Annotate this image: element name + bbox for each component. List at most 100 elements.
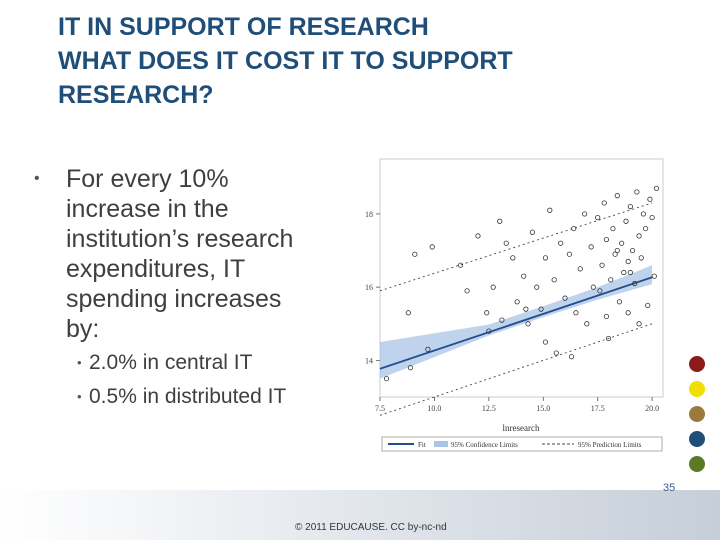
data-point bbox=[612, 251, 618, 257]
data-point bbox=[538, 306, 544, 312]
accent-circle-yellow bbox=[689, 381, 705, 397]
sub-bullet-icon: • bbox=[77, 355, 82, 370]
data-point bbox=[529, 229, 535, 235]
data-point bbox=[636, 321, 642, 327]
data-point bbox=[573, 310, 579, 316]
bullet-line: institution’s research bbox=[66, 225, 294, 253]
x-tick-label: 10.0 bbox=[427, 404, 441, 413]
data-point bbox=[490, 284, 496, 290]
data-point bbox=[638, 255, 644, 261]
data-point bbox=[601, 200, 607, 206]
fit-line bbox=[379, 276, 653, 370]
accent-circle-tan bbox=[689, 406, 705, 422]
data-point bbox=[642, 225, 649, 232]
data-point bbox=[599, 262, 605, 268]
x-tick-label: 12.5 bbox=[482, 404, 496, 413]
data-point bbox=[464, 288, 470, 294]
data-point bbox=[510, 255, 516, 261]
data-point bbox=[514, 299, 520, 305]
accent-circle-blue bbox=[689, 431, 705, 447]
data-point bbox=[525, 321, 531, 327]
y-tick-label: 14 bbox=[365, 356, 373, 365]
data-point bbox=[584, 321, 590, 327]
legend-band-label: 95% Confidence Limits bbox=[451, 441, 518, 449]
legend: Fit 95% Confidence Limits 95% Prediction… bbox=[381, 436, 663, 452]
x-tick-label: 20.0 bbox=[645, 404, 659, 413]
x-axis: 7.5 10.0 12.5 15.0 17.5 20.0 bbox=[375, 397, 659, 413]
data-point bbox=[582, 211, 588, 217]
fit-line-layer bbox=[379, 276, 653, 370]
sub-bullet-text: 2.0% in central IT bbox=[89, 351, 253, 374]
data-point bbox=[542, 339, 549, 345]
legend-fit-label: Fit bbox=[418, 441, 426, 449]
data-point bbox=[619, 240, 625, 246]
y-axis: 14 16 18 bbox=[365, 210, 380, 365]
page-number: 35 bbox=[663, 482, 676, 494]
slide-title-line: RESEARCH? bbox=[58, 81, 214, 109]
data-point bbox=[534, 284, 540, 290]
data-point bbox=[405, 310, 411, 316]
slide-title-line: WHAT DOES IT COST IT TO SUPPORT bbox=[58, 47, 513, 75]
data-point bbox=[629, 247, 636, 254]
footer-bar bbox=[0, 490, 720, 540]
data-point bbox=[595, 214, 601, 221]
bullet-line: increase in the bbox=[66, 195, 229, 223]
data-point bbox=[621, 269, 627, 276]
data-point bbox=[614, 193, 620, 199]
accent-circle-red bbox=[689, 356, 705, 372]
data-point bbox=[571, 225, 577, 232]
data-point bbox=[616, 299, 623, 305]
bullet-line: expenditures, IT bbox=[66, 255, 246, 283]
data-point bbox=[558, 240, 564, 246]
data-point bbox=[412, 251, 418, 257]
accent-divider bbox=[682, 358, 683, 470]
data-point bbox=[562, 295, 568, 301]
sub-bullet-item: • 2.0% in central IT bbox=[28, 348, 338, 378]
data-point bbox=[640, 211, 647, 217]
data-point bbox=[649, 214, 655, 221]
sub-bullet-text: 0.5% in distributed IT bbox=[89, 385, 287, 408]
data-point bbox=[627, 203, 633, 210]
data-point bbox=[425, 346, 431, 352]
data-point bbox=[625, 310, 631, 316]
data-point bbox=[497, 218, 503, 224]
data-point bbox=[407, 365, 414, 371]
legend-prediction-label: 95% Prediction Limits bbox=[578, 441, 642, 449]
data-point bbox=[623, 218, 629, 224]
data-point bbox=[547, 207, 553, 213]
data-point bbox=[475, 233, 481, 239]
confidence-band bbox=[380, 265, 653, 379]
data-point bbox=[383, 376, 390, 382]
data-point bbox=[590, 284, 596, 290]
data-point bbox=[632, 280, 638, 287]
x-tick-label: 17.5 bbox=[591, 404, 605, 413]
confidence-band-layer bbox=[380, 265, 653, 379]
data-point bbox=[457, 262, 464, 268]
data-point bbox=[588, 244, 594, 250]
data-point bbox=[608, 277, 614, 283]
data-point bbox=[605, 335, 612, 342]
data-point bbox=[651, 273, 657, 279]
legend-band-swatch bbox=[434, 441, 448, 447]
data-point bbox=[636, 233, 642, 239]
data-point bbox=[647, 196, 653, 202]
data-point bbox=[429, 244, 435, 250]
data-point bbox=[634, 189, 640, 195]
data-point bbox=[568, 354, 575, 360]
data-point bbox=[614, 247, 620, 254]
data-points-layer bbox=[383, 185, 660, 382]
bullet-line: by: bbox=[66, 315, 100, 343]
y-tick-label: 16 bbox=[365, 283, 373, 292]
data-point bbox=[553, 350, 559, 356]
data-point bbox=[625, 258, 631, 265]
data-point bbox=[486, 328, 492, 334]
data-point bbox=[542, 255, 549, 261]
data-point bbox=[523, 306, 529, 312]
data-point bbox=[484, 310, 490, 316]
data-point bbox=[645, 302, 651, 309]
data-point bbox=[577, 266, 583, 272]
bullet-icon: • bbox=[34, 170, 40, 187]
sub-bullet-item: • 0.5% in distributed IT bbox=[28, 382, 338, 412]
sub-bullet-icon: • bbox=[77, 389, 82, 404]
data-point bbox=[653, 185, 660, 191]
